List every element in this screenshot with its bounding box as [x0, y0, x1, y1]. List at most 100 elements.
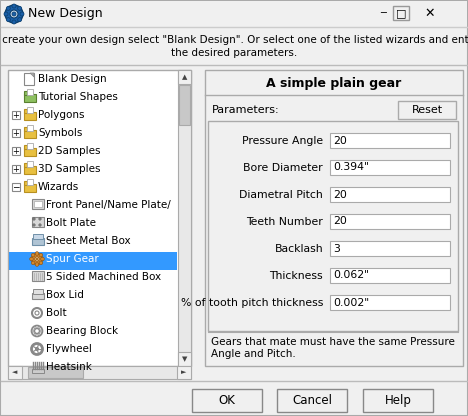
Bar — [9, 252, 177, 270]
Circle shape — [33, 218, 35, 220]
Text: ◄: ◄ — [12, 369, 18, 376]
Circle shape — [39, 253, 43, 257]
Bar — [32, 199, 44, 209]
Bar — [27, 179, 33, 185]
Bar — [24, 130, 36, 138]
Bar — [330, 295, 450, 310]
Circle shape — [35, 252, 39, 255]
Text: Heatsink: Heatsink — [46, 362, 92, 372]
Circle shape — [7, 6, 10, 10]
Bar — [8, 366, 22, 379]
Circle shape — [36, 258, 38, 260]
Text: Tutorial Shapes: Tutorial Shapes — [38, 92, 118, 102]
Circle shape — [10, 10, 18, 18]
Bar — [33, 234, 43, 239]
Bar — [24, 94, 36, 102]
Text: A simple plain gear: A simple plain gear — [266, 77, 402, 91]
Circle shape — [40, 330, 42, 332]
Bar — [27, 107, 33, 113]
Bar — [32, 369, 44, 373]
Circle shape — [39, 224, 41, 226]
Text: Backlash: Backlash — [274, 244, 323, 254]
Bar — [330, 133, 450, 148]
Bar — [24, 73, 34, 85]
Text: Blank Design: Blank Design — [38, 74, 107, 84]
Bar — [1, 1, 467, 27]
Text: Diametral Pitch: Diametral Pitch — [239, 190, 323, 200]
Text: Thickness: Thickness — [270, 271, 323, 281]
Bar — [12, 183, 20, 191]
Circle shape — [33, 224, 35, 226]
Circle shape — [12, 4, 16, 8]
Bar — [27, 125, 33, 131]
Circle shape — [5, 5, 23, 23]
Text: % of tooth pitch thickness: % of tooth pitch thickness — [181, 298, 323, 308]
Bar — [12, 111, 20, 119]
Text: Wizards: Wizards — [38, 182, 79, 192]
Bar — [330, 160, 450, 175]
Bar — [24, 181, 30, 185]
Circle shape — [29, 257, 33, 261]
Text: −: − — [12, 183, 20, 191]
Bar — [398, 101, 456, 119]
Text: Sheet Metal Box: Sheet Metal Box — [46, 236, 131, 246]
Text: ✕: ✕ — [425, 7, 435, 20]
Text: Front Panel/Name Plate/: Front Panel/Name Plate/ — [46, 200, 171, 210]
Bar — [8, 70, 191, 366]
Bar — [24, 148, 36, 156]
Bar — [277, 389, 347, 412]
Bar — [32, 217, 44, 227]
Text: □: □ — [396, 8, 406, 18]
Text: +: + — [13, 146, 20, 156]
Text: Symbols: Symbols — [38, 128, 82, 138]
Text: Teeth Number: Teeth Number — [246, 217, 323, 227]
Polygon shape — [30, 73, 34, 77]
Text: 20: 20 — [333, 190, 347, 200]
Text: ►: ► — [181, 369, 187, 376]
Bar — [24, 184, 36, 192]
Text: Parameters:: Parameters: — [212, 105, 279, 115]
Text: 0.394": 0.394" — [333, 163, 369, 173]
Bar — [179, 85, 190, 125]
Bar — [192, 389, 262, 412]
Bar — [208, 121, 458, 331]
Bar — [28, 367, 83, 378]
Text: Bore Diameter: Bore Diameter — [243, 163, 323, 173]
Bar — [205, 70, 463, 366]
Text: To create your own design select "Blank Design". Or select one of the listed wiz: To create your own design select "Blank … — [0, 35, 468, 45]
Bar — [330, 214, 450, 229]
Text: the desired parameters.: the desired parameters. — [171, 48, 297, 58]
Bar — [27, 89, 33, 95]
Bar — [12, 129, 20, 137]
Circle shape — [39, 261, 43, 265]
Bar — [393, 6, 409, 20]
Circle shape — [31, 253, 35, 257]
Bar — [24, 91, 30, 95]
Bar — [24, 145, 30, 149]
Bar — [32, 293, 44, 299]
Bar — [178, 70, 191, 366]
Text: Box Lid: Box Lid — [46, 290, 84, 300]
Text: Help: Help — [385, 394, 411, 407]
Bar — [32, 238, 44, 245]
Text: ─: ─ — [380, 8, 386, 18]
Circle shape — [39, 218, 41, 220]
Text: 20: 20 — [333, 136, 347, 146]
Bar — [178, 352, 191, 366]
Bar — [33, 289, 43, 294]
Text: OK: OK — [219, 394, 235, 407]
Bar — [8, 366, 191, 379]
Bar — [363, 389, 433, 412]
Bar — [24, 166, 36, 174]
Text: 2D Samples: 2D Samples — [38, 146, 101, 156]
Bar — [12, 165, 20, 173]
Text: 20: 20 — [333, 216, 347, 226]
Bar — [177, 366, 191, 379]
Text: Bolt: Bolt — [46, 308, 66, 318]
Bar — [24, 127, 30, 131]
Bar — [27, 143, 33, 149]
Circle shape — [36, 347, 38, 351]
Circle shape — [38, 326, 40, 329]
Bar — [330, 187, 450, 202]
Circle shape — [7, 17, 10, 22]
